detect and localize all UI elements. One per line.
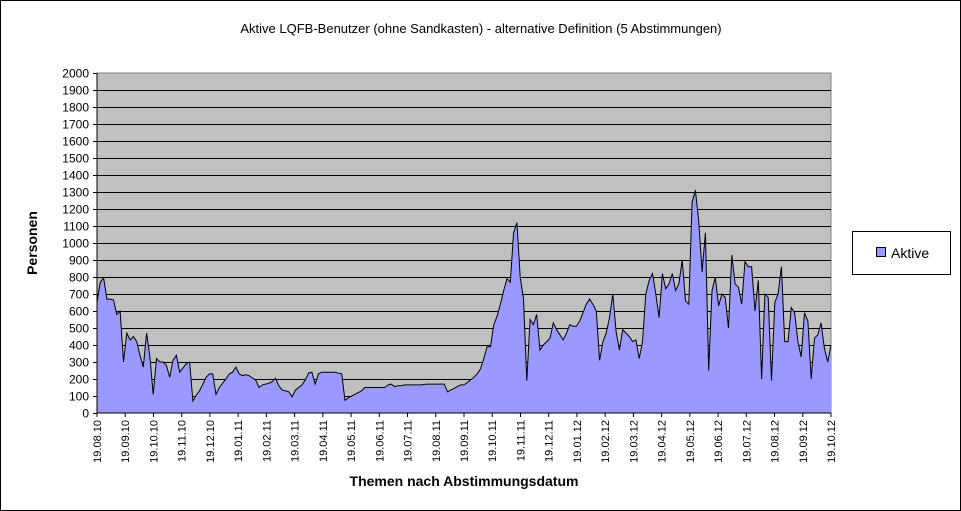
x-tick-label: 19.05.12 [685,420,697,463]
y-tick-label: 400 [69,339,89,353]
x-tick-label: 19.01.11 [233,420,245,462]
x-tick-label: 19.05.11 [346,420,358,462]
y-tick-label: 1800 [62,101,89,115]
y-tick-label: 1700 [62,118,89,132]
legend-box [852,231,951,275]
x-tick-label: 19.04.12 [657,420,669,463]
legend: Aktive [852,231,951,275]
y-tick-label: 1200 [62,203,89,217]
y-tick-label: 1900 [62,84,89,98]
x-tick-label: 19.10.12 [826,420,838,463]
y-axis-title: Personen [24,211,40,275]
x-tick-label: 19.09.12 [798,420,810,463]
y-tick-label: 800 [69,271,89,285]
y-tick-label: 1400 [62,169,89,183]
y-tick-label: 0 [82,407,89,421]
legend-label: Aktive [891,245,929,261]
y-tick-label: 300 [69,356,89,370]
y-tick-label: 1100 [63,220,89,234]
x-tick-label: 19.06.12 [713,420,725,463]
x-tick-label: 19.07.12 [741,420,753,463]
area-series-aktive [97,190,831,413]
x-tick-label: 19.01.12 [572,420,584,463]
x-tick-label: 19.12.10 [205,420,217,463]
area-outline-aktive [96,190,832,403]
x-tick-label: 19.02.12 [600,420,612,463]
x-tick-label: 19.06.11 [374,420,386,462]
x-tick-label: 19.02.11 [261,420,273,462]
y-tick-label: 100 [69,390,89,404]
x-tick-label: 19.11.11 [515,420,527,461]
y-tick-label: 700 [69,288,89,302]
x-tick-label: 19.09.10 [120,420,132,463]
y-tick-label: 1500 [62,152,89,166]
y-tick-label: 1600 [62,135,89,149]
x-tick-label: 19.03.12 [628,420,640,463]
x-tick-label: 19.04.11 [318,420,330,462]
x-tick-label: 19.08.11 [431,420,443,462]
y-tick-label: 900 [69,254,89,268]
y-tick-label: 600 [69,305,89,319]
chart-title: Aktive LQFB-Benutzer (ohne Sandkasten) -… [240,21,721,36]
x-tick-label: 19.08.10 [92,420,104,463]
legend-swatch [876,247,886,257]
x-tick-label: 19.10.11 [487,420,499,462]
y-tick-label: 1000 [62,237,89,251]
x-tick-label: 19.11.10 [177,420,189,462]
y-tick-label: 200 [69,373,89,387]
x-tick-label: 19.03.11 [290,420,302,462]
x-axis-title: Themen nach Abstimmungsdatum [350,473,579,489]
x-tick-label: 19.12.11 [544,420,556,462]
y-tick-label: 500 [69,322,89,336]
x-tick-label: 19.07.11 [403,420,415,462]
x-tick-label: 19.08.12 [770,420,782,463]
y-tick-label: 2000 [62,67,89,81]
y-tick-label: 1300 [62,186,89,200]
x-tick-label: 19.09.11 [459,420,471,462]
x-tick-label: 19.10.10 [148,420,160,463]
